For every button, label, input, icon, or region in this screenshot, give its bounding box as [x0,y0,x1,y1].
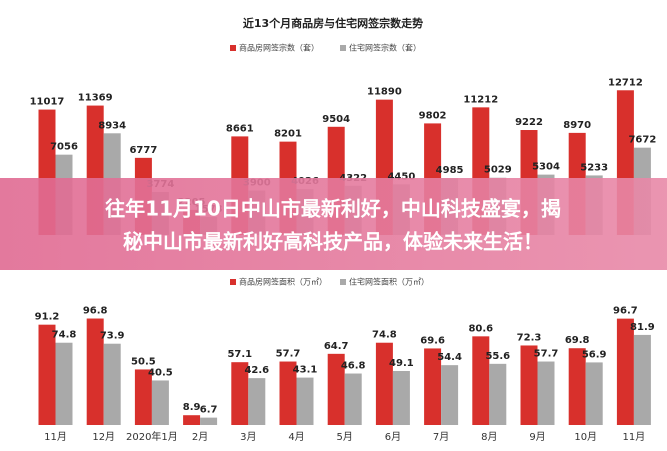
value-label: 55.6 [485,351,510,362]
value-label: 7056 [50,142,78,153]
bar [472,336,490,425]
value-label: 5304 [532,162,560,173]
value-label: 8201 [274,129,302,140]
value-label: 12712 [608,77,643,88]
bar [441,365,459,425]
bar [103,343,121,425]
bar [86,318,104,425]
value-label: 64.7 [324,341,349,352]
banner-line: 往年11月10日中山市最新利好，中山科技盛宴，揭 [105,197,561,221]
bar [568,348,586,425]
value-label: 81.9 [630,322,655,333]
value-label: 9802 [419,110,447,121]
value-label: 6777 [129,145,157,156]
value-label: 54.4 [437,352,462,363]
x-tick-label: 9月 [529,431,545,443]
bar [375,342,393,425]
value-label: 8.9 [183,402,201,413]
value-label: 4450 [387,171,415,182]
value-label: 49.1 [389,358,414,369]
value-label: 57.7 [276,349,301,360]
value-label: 11369 [78,93,113,104]
bar [279,361,297,425]
legend-label: 商品房网签面积（万㎡） [239,277,327,287]
value-label: 69.8 [565,335,590,346]
value-label: 80.6 [468,323,493,334]
x-tick-label: 10月 [574,431,597,443]
value-label: 8934 [98,120,126,131]
bar [55,342,73,425]
bar [327,353,345,425]
value-label: 57.7 [534,349,559,360]
value-label: 11017 [30,97,65,108]
bar [520,345,538,425]
value-label: 42.6 [244,365,269,376]
x-tick-label: 6月 [385,431,401,443]
x-tick-label: 11月 [623,431,646,443]
value-label: 74.8 [52,330,77,341]
value-label: 9504 [322,114,350,125]
value-label: 57.1 [227,349,252,360]
value-label: 7672 [628,135,656,146]
value-label: 40.5 [148,367,173,378]
value-label: 43.1 [293,365,318,376]
bar [183,415,201,425]
chart-title: 近13个月商品房与住宅网签宗数走势 [243,16,423,30]
x-tick-label: 4月 [288,431,304,443]
bar [38,324,56,425]
x-tick-label: 2020年1月 [126,430,178,443]
bar [134,369,152,425]
legend-swatch [340,45,346,51]
bar [392,370,410,425]
value-label: 96.7 [613,306,638,317]
bar [151,380,169,425]
value-label: 69.6 [420,335,445,346]
value-label: 8970 [563,120,591,131]
value-label: 73.9 [100,331,125,342]
bar [616,318,634,425]
x-tick-label: 7月 [433,431,449,443]
value-label: 50.5 [131,356,156,367]
legend-label: 商品房网签宗数（套） [239,43,319,53]
x-tick-label: 8月 [481,431,497,443]
x-tick-label: 3月 [240,431,256,443]
value-label: 6.7 [200,405,218,416]
value-label: 72.3 [517,332,542,343]
bar [200,417,218,425]
value-label: 8661 [226,123,254,134]
legend-swatch [230,45,236,51]
bar [296,377,314,425]
legend-label: 住宅网签面积（万㎡） [349,277,429,287]
value-label: 96.8 [83,306,108,317]
bar [424,348,442,425]
value-label: 56.9 [582,349,607,360]
bar [231,362,249,425]
value-label: 11212 [463,94,498,105]
bar [633,334,651,425]
x-tick-label: 11月 [44,431,67,443]
bar [537,361,555,425]
value-label: 46.8 [341,361,366,372]
x-tick-label: 12月 [92,431,115,443]
legend-swatch [230,279,236,285]
bar [489,363,507,425]
legend-label: 住宅网签宗数（套） [349,43,421,53]
legend-swatch [340,279,346,285]
value-label: 4985 [436,165,464,176]
bar [344,373,362,425]
value-label: 11890 [367,87,402,98]
value-label: 5029 [484,165,512,176]
bar [585,362,603,425]
x-tick-label: 5月 [337,431,353,443]
value-label: 74.8 [372,330,397,341]
value-label: 9222 [515,117,543,128]
value-label: 91.2 [35,312,60,323]
bar [248,378,266,425]
value-label: 5233 [580,162,608,173]
x-tick-label: 2月 [192,431,208,443]
banner [0,178,667,270]
banner-line: 秘中山市最新利好高科技产品，体验未来生活！ [123,230,543,254]
